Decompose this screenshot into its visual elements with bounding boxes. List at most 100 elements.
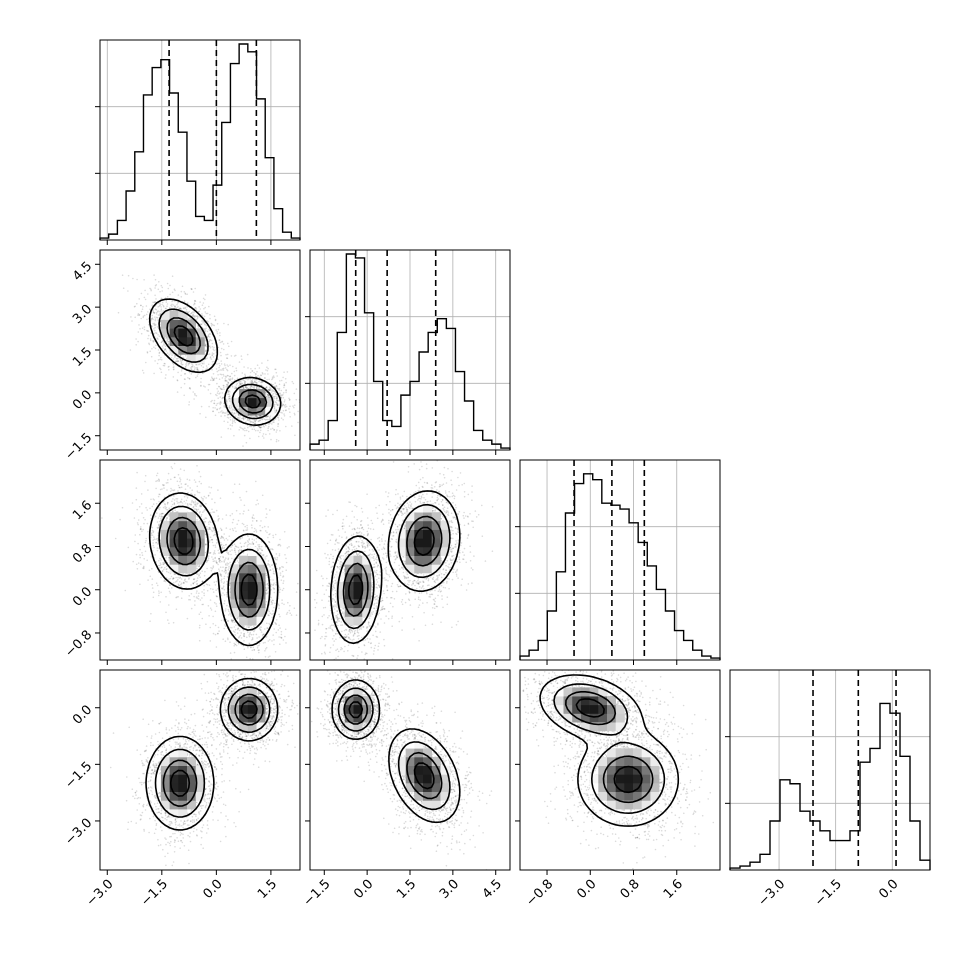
sample-point <box>224 567 227 569</box>
sample-point <box>209 345 211 348</box>
sample-point <box>272 421 274 423</box>
sample-point <box>193 311 195 314</box>
sample-point <box>236 382 239 385</box>
sample-point <box>179 576 182 579</box>
sample-point <box>251 380 254 383</box>
sample-point <box>267 367 269 370</box>
sample-point <box>143 296 146 299</box>
sample-point <box>270 601 273 604</box>
sample-point <box>170 304 172 307</box>
sample-point <box>218 568 220 570</box>
sample-point <box>158 480 160 483</box>
sample-point <box>212 526 214 529</box>
sample-point <box>234 419 236 421</box>
sample-point <box>259 419 261 422</box>
sample-point <box>143 565 145 568</box>
sample-point <box>231 410 233 412</box>
sample-point <box>210 358 213 360</box>
sample-point <box>261 549 264 552</box>
sample-point <box>234 551 237 553</box>
sample-point <box>239 383 241 385</box>
sample-point <box>214 319 217 322</box>
sample-point <box>177 360 179 362</box>
sample-point <box>130 316 132 318</box>
sample-point <box>207 389 210 391</box>
sample-point <box>215 404 218 407</box>
sample-point <box>171 500 173 503</box>
sample-point <box>218 339 221 341</box>
sample-point <box>150 612 152 615</box>
sample-point <box>196 590 198 592</box>
sample-point <box>147 337 149 340</box>
sample-point <box>227 365 229 368</box>
sample-point <box>166 305 168 308</box>
sample-point <box>153 372 155 375</box>
sample-point <box>143 566 145 569</box>
sample-point <box>216 595 218 598</box>
sample-point <box>195 363 197 366</box>
density-cell <box>160 319 170 329</box>
sample-point <box>215 393 217 396</box>
sample-point <box>169 284 171 287</box>
sample-point <box>239 513 241 515</box>
sample-point <box>282 639 285 641</box>
sample-point <box>244 375 247 378</box>
sample-point <box>176 500 178 503</box>
sample-point <box>177 301 180 304</box>
density-cell <box>187 337 196 346</box>
sample-point <box>282 418 285 421</box>
sample-point <box>155 298 157 300</box>
sample-point <box>229 416 232 419</box>
sample-point <box>160 309 162 312</box>
sample-point <box>260 629 262 631</box>
sample-point <box>188 503 191 505</box>
sample-point <box>161 290 163 292</box>
sample-point <box>198 626 201 629</box>
sample-point <box>142 372 145 374</box>
sample-point <box>255 520 258 522</box>
sample-point <box>151 505 154 508</box>
sample-point <box>194 307 196 309</box>
sample-point <box>262 553 265 556</box>
sample-point <box>146 330 149 332</box>
sample-point <box>155 313 158 315</box>
sample-point <box>265 516 267 519</box>
sample-point <box>246 529 249 531</box>
sample-point <box>189 387 191 389</box>
sample-point <box>199 475 202 478</box>
sample-point <box>137 542 139 545</box>
sample-point <box>285 389 287 392</box>
sample-point <box>168 365 170 368</box>
sample-point <box>263 418 266 421</box>
sample-point <box>270 388 272 391</box>
sample-point <box>237 627 239 630</box>
sample-point <box>156 526 159 529</box>
sample-point <box>178 486 181 489</box>
sample-point <box>249 631 251 634</box>
sample-point <box>212 565 215 567</box>
sample-point <box>252 381 254 384</box>
sample-point <box>175 576 177 579</box>
sample-point <box>219 341 222 344</box>
sample-point <box>193 300 196 302</box>
sample-point <box>166 338 169 341</box>
sample-point <box>173 495 175 497</box>
sample-point <box>254 375 257 378</box>
sample-point <box>220 544 223 546</box>
sample-point <box>163 305 165 308</box>
sample-point <box>219 561 221 563</box>
sample-point <box>143 328 146 331</box>
sample-point <box>283 400 286 403</box>
sample-point <box>259 426 261 428</box>
sample-point <box>160 341 163 344</box>
sample-point <box>232 491 234 494</box>
sample-point <box>192 506 194 509</box>
sample-point <box>179 308 181 310</box>
sample-point <box>159 567 161 569</box>
sample-point <box>206 560 209 562</box>
sample-point <box>285 642 287 644</box>
sample-point <box>139 328 141 330</box>
sample-point <box>244 525 246 528</box>
sample-point <box>276 558 278 561</box>
sample-point <box>227 562 230 565</box>
